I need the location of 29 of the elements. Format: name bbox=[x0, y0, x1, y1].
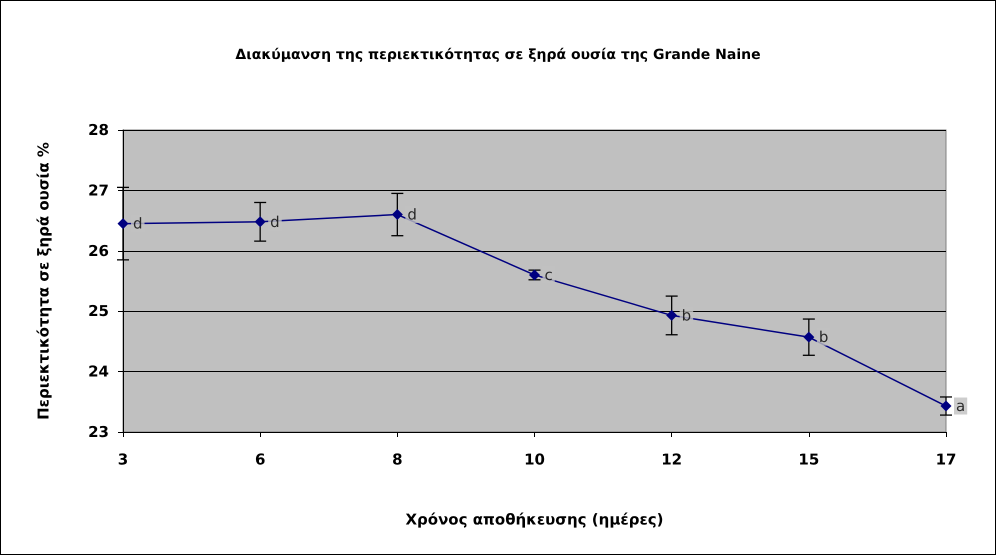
x-tick-label: 17 bbox=[936, 450, 956, 468]
annotation: d bbox=[407, 206, 417, 224]
chart-title: Διακύμανση της περιεκτικότητας σε ξηρά ουσία της Grande Naine bbox=[235, 47, 761, 63]
y-axis-title: Περιεκτικότητα σε ξηρά ουσία % bbox=[34, 142, 52, 420]
x-tick-label: 15 bbox=[798, 450, 820, 468]
y-tick-label: 24 bbox=[88, 362, 109, 381]
x-axis-title: Χρόνος αποθήκευσης (ημέρες) bbox=[405, 510, 664, 528]
y-tick-label: 23 bbox=[88, 423, 109, 441]
annotation: d bbox=[133, 214, 143, 233]
point bbox=[940, 400, 952, 412]
y-tick-label: 26 bbox=[88, 242, 109, 260]
annotation: a bbox=[956, 397, 966, 416]
annotation: b bbox=[682, 306, 692, 324]
x-tick-label: 10 bbox=[524, 450, 545, 468]
point bbox=[803, 332, 814, 343]
point bbox=[254, 216, 266, 228]
x-tick-label: 8 bbox=[392, 450, 403, 468]
point bbox=[666, 310, 678, 321]
point bbox=[392, 209, 403, 220]
y-tick-label: 28 bbox=[88, 121, 109, 139]
x-tick-label: 6 bbox=[254, 450, 266, 468]
x-tick-label: 12 bbox=[661, 450, 682, 468]
annotation: d bbox=[270, 212, 280, 231]
annotation: c bbox=[544, 266, 553, 284]
y-tick-label: 25 bbox=[88, 302, 109, 320]
point bbox=[118, 218, 128, 230]
annotation: b bbox=[818, 328, 828, 346]
y-tick-label: 27 bbox=[88, 181, 109, 200]
x-tick-label: 3 bbox=[118, 450, 128, 468]
